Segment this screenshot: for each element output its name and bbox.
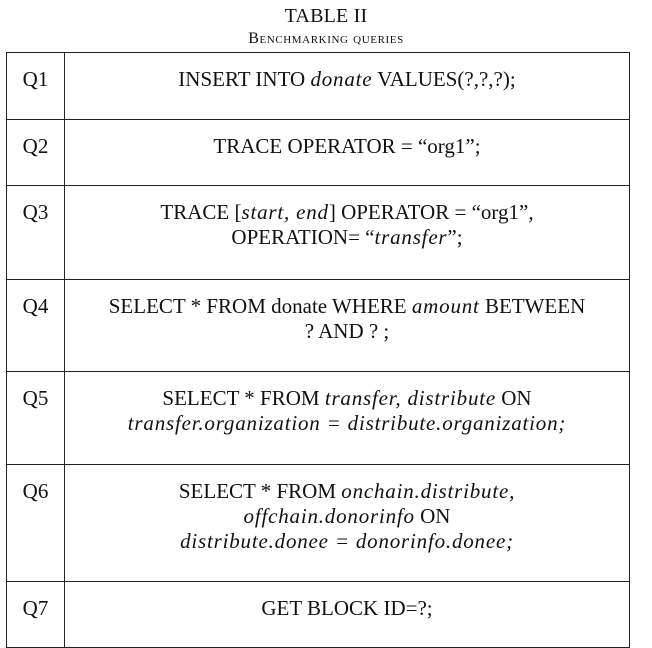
query-id: Q4 [6,279,65,372]
query-keyword-text: SELECT * FROM [162,386,325,410]
query-text: TRACE [start, end] OPERATOR = “org1”, OPE… [64,185,630,280]
table-row: Q4 SELECT * FROM donate WHERE amount BET… [6,279,630,372]
table-row: Q5 SELECT * FROM transfer, distribute ON… [6,371,630,465]
query-text: SELECT * FROM donate WHERE amount BETWEE… [64,279,630,372]
table-title: Benchmarking queries [248,30,404,47]
table-row: Q1 INSERT INTO donate VALUES(?,?,?); [6,52,630,120]
query-identifier: offchain.donorinfo [243,504,415,528]
table-row: Q2 TRACE OPERATOR = “org1”; [6,119,630,186]
query-line: SELECT * FROM onchain.distribute, [65,479,629,504]
query-keyword-text: OPERATION= “ [231,225,375,249]
query-id: Q6 [6,464,65,582]
query-line: ? AND ? ; [304,319,390,343]
query-identifier: transfer [374,225,448,249]
query-line: SELECT * FROM transfer, distribute ON [65,386,629,411]
query-keyword-text: SELECT * FROM [178,479,342,503]
query-identifier: transfer, distribute [324,386,496,410]
query-keyword-text: VALUES(?,?,?); [372,67,516,91]
query-id: Q5 [6,371,65,465]
query-line: SELECT * FROM donate WHERE amount BETWEE… [65,294,629,319]
query-id: Q7 [6,581,65,648]
query-line: TRACE OPERATOR = “org1”; [213,134,481,158]
query-line: offchain.donorinfo ON [65,504,629,529]
query-line: distribute.donee = donorinfo.donee; [180,529,514,553]
query-text: GET BLOCK ID=?; [64,581,630,648]
query-keyword-text: ON [414,504,451,528]
query-text: SELECT * FROM transfer, distribute ON tra… [64,371,630,465]
query-keyword-text: BETWEEN [479,294,586,318]
query-text: INSERT INTO donate VALUES(?,?,?); [64,52,630,120]
query-keyword-text: TRACE [ [160,200,242,224]
query-identifier: onchain.distribute, [341,479,516,503]
query-keyword-text: SELECT * FROM donate WHERE [108,294,412,318]
query-line: GET BLOCK ID=?; [261,596,433,620]
query-text: SELECT * FROM onchain.distribute, offchai… [64,464,630,582]
table-row: Q7 GET BLOCK ID=?; [6,581,630,648]
query-line: transfer.organization = distribute.organ… [127,411,567,435]
query-id: Q2 [6,119,65,186]
query-identifier: donate [310,67,373,91]
query-keyword-text: ON [496,386,532,410]
query-line: OPERATION= “transfer”; [65,225,629,250]
query-text: TRACE OPERATOR = “org1”; [64,119,630,186]
query-keyword-text: ] OPERATOR = “org1”, [328,200,534,224]
table-row: Q3 TRACE [start, end] OPERATOR = “org1”,… [6,185,630,280]
query-keyword-text: ”; [447,225,463,249]
query-line: INSERT INTO donate VALUES(?,?,?); [65,67,629,92]
query-line: TRACE [start, end] OPERATOR = “org1”, [65,200,629,225]
query-id: Q3 [6,185,65,280]
query-keyword-text: INSERT INTO [178,67,311,91]
benchmark-queries-table: Q1 INSERT INTO donate VALUES(?,?,?); Q2 … [6,52,630,648]
table-label: TABLE II [284,5,368,27]
query-identifier: amount [411,294,480,318]
table-row: Q6 SELECT * FROM onchain.distribute, offc… [6,464,630,582]
query-id: Q1 [6,52,65,120]
query-identifier: start, end [241,200,329,224]
